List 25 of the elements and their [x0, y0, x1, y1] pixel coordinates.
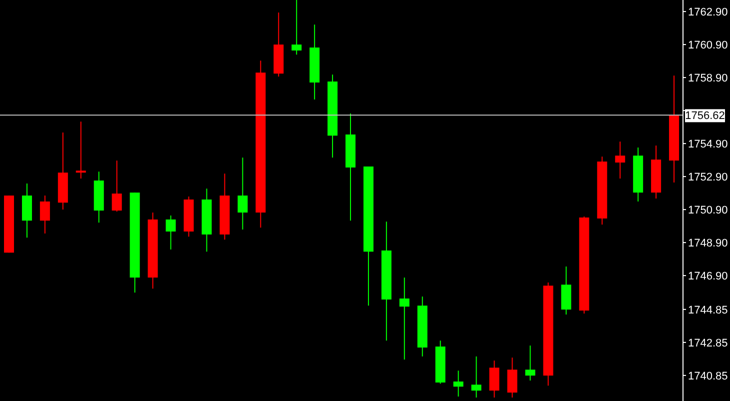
candlestick: [76, 121, 86, 180]
candlestick: [292, 0, 302, 56]
candlestick: [507, 357, 518, 398]
candlestick: [471, 356, 482, 398]
y-tick-label: 1740.85: [688, 370, 728, 382]
candlestick: [453, 370, 464, 398]
candlestick: [489, 360, 500, 398]
y-tick-label: 1758.90: [688, 72, 728, 84]
y-tick-label: 1742.85: [688, 337, 728, 350]
candlestick: [399, 277, 410, 360]
candlestick: [40, 195, 50, 234]
y-tick-label: 1760.90: [688, 39, 728, 52]
candlestick: [238, 157, 248, 230]
candlestick: [112, 160, 122, 212]
y-tick-label: 1754.90: [688, 138, 728, 150]
candlestick: [166, 215, 176, 250]
y-tick-label: 1744.85: [688, 304, 728, 316]
candlestick: [615, 141, 626, 180]
y-tick-label: 1746.90: [688, 270, 728, 282]
candlestick: [525, 345, 536, 382]
y-tick-label: 1752.90: [688, 171, 728, 184]
y-tick-label: 1750.90: [688, 204, 728, 216]
ref-line-label: 1756.62: [685, 110, 725, 122]
y-tick-label: 1748.90: [688, 237, 728, 250]
y-tick-label: 1762.90: [688, 6, 728, 18]
